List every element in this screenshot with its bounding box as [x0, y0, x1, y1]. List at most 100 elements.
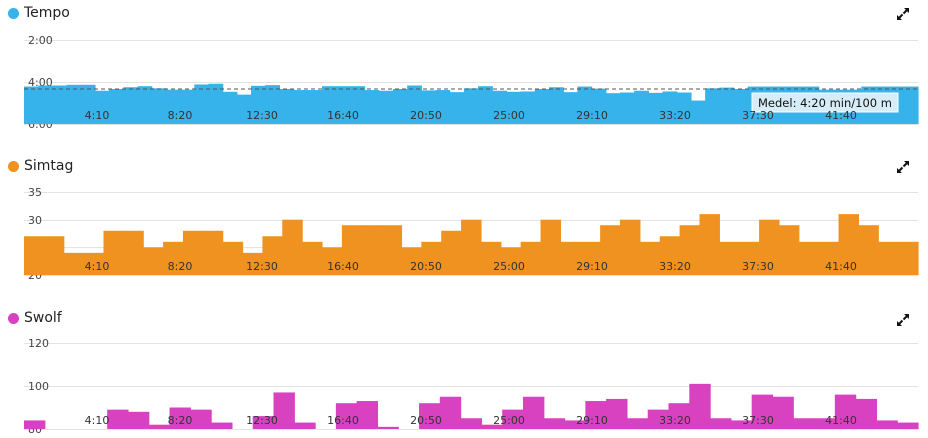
bar: [52, 85, 68, 124]
bar: [137, 86, 153, 124]
simtag-chart: 202530354:108:2012:3016:4020:5025:0029:1…: [24, 186, 919, 282]
simtag-header: Simtag: [0, 156, 73, 176]
bar: [302, 241, 323, 275]
expand-icon[interactable]: [896, 159, 910, 173]
bar: [689, 383, 711, 429]
x-tick-label: 4:10: [85, 414, 110, 427]
bar: [540, 219, 561, 275]
bar: [543, 418, 566, 429]
bar: [690, 100, 706, 124]
x-tick-label: 12:30: [246, 260, 278, 273]
x-tick-label: 29:10: [576, 414, 608, 427]
bar: [401, 247, 422, 275]
bar: [377, 426, 399, 429]
tempo-header: Tempo: [0, 3, 70, 23]
x-tick-label: 8:20: [168, 260, 193, 273]
bar: [668, 403, 690, 429]
bar: [679, 225, 701, 275]
bar: [282, 219, 303, 275]
bar: [103, 230, 124, 275]
bar: [24, 236, 45, 275]
y-tick-label: 2:00: [28, 34, 53, 47]
x-tick-label: 41:40: [825, 414, 857, 427]
simtag-legend-dot: [8, 160, 19, 172]
x-tick-label: 8:20: [168, 414, 193, 427]
bar: [24, 86, 39, 124]
bar: [719, 87, 735, 124]
bar: [66, 84, 82, 124]
expand-icon[interactable]: [896, 312, 910, 326]
bar: [441, 230, 462, 275]
x-tick-label: 20:50: [410, 260, 442, 273]
bar: [563, 92, 579, 124]
bar: [500, 247, 522, 275]
bar: [772, 396, 794, 429]
bar: [751, 394, 774, 429]
bar: [855, 398, 878, 429]
y-tick-label: 120: [28, 337, 49, 350]
swolf-panel: Swolf 80 100 120 4:10 8:20 12:30 16:40 20:50 25:…: [0, 306, 928, 438]
bar: [549, 87, 564, 124]
bar: [834, 394, 857, 429]
bar: [605, 93, 621, 124]
bar: [24, 420, 46, 429]
y-tick-label: 100: [28, 380, 49, 393]
x-tick-label: 16:40: [327, 414, 359, 427]
bar: [480, 241, 502, 275]
x-tick-label: 37:30: [742, 414, 774, 427]
bar: [421, 241, 442, 275]
bar: [634, 90, 649, 124]
bar: [577, 86, 593, 124]
bar: [151, 88, 167, 124]
bar: [600, 225, 621, 275]
bar: [449, 92, 465, 124]
bar: [165, 89, 181, 124]
bar: [148, 424, 171, 429]
x-tick-label: 8:20: [168, 109, 193, 122]
bar: [322, 247, 343, 275]
expand-icon[interactable]: [896, 6, 910, 20]
bar: [222, 241, 244, 275]
bar: [639, 241, 661, 275]
bar: [182, 230, 204, 275]
x-tick-label: 33:20: [659, 109, 691, 122]
bar: [739, 241, 760, 275]
x-tick-label: 37:30: [742, 260, 774, 273]
bar: [460, 418, 482, 429]
bar: [522, 396, 545, 429]
simtag-panel: Simtag 202530354:108:2012:3016:4020:5025…: [0, 153, 928, 293]
bar: [63, 252, 85, 275]
x-tick-label: 25:00: [493, 414, 525, 427]
x-tick-label: 12:30: [246, 414, 278, 427]
bar: [421, 90, 437, 124]
bar: [127, 411, 150, 429]
bar: [163, 241, 184, 275]
bar: [903, 86, 919, 124]
bar: [626, 418, 649, 429]
average-label: Medel: 4:20 min/100 m: [758, 96, 892, 110]
bar: [307, 90, 323, 124]
x-tick-label: 16:40: [327, 109, 359, 122]
bar: [506, 91, 522, 124]
bar: [273, 392, 295, 429]
x-tick-label: 4:10: [85, 109, 110, 122]
bar: [242, 252, 263, 275]
bar: [208, 83, 224, 124]
bar: [43, 236, 65, 275]
bar: [858, 225, 879, 275]
swolf-header: Swolf: [0, 308, 62, 328]
x-tick-label: 16:40: [327, 260, 359, 273]
bar: [878, 241, 899, 275]
x-tick-label: 29:10: [576, 260, 608, 273]
bar: [361, 225, 383, 275]
bar: [419, 403, 441, 429]
bar: [294, 422, 316, 429]
bar: [520, 241, 542, 275]
bar: [648, 92, 664, 124]
bar: [659, 236, 681, 275]
bar: [580, 241, 601, 275]
bar: [252, 416, 275, 429]
bar: [461, 219, 482, 275]
